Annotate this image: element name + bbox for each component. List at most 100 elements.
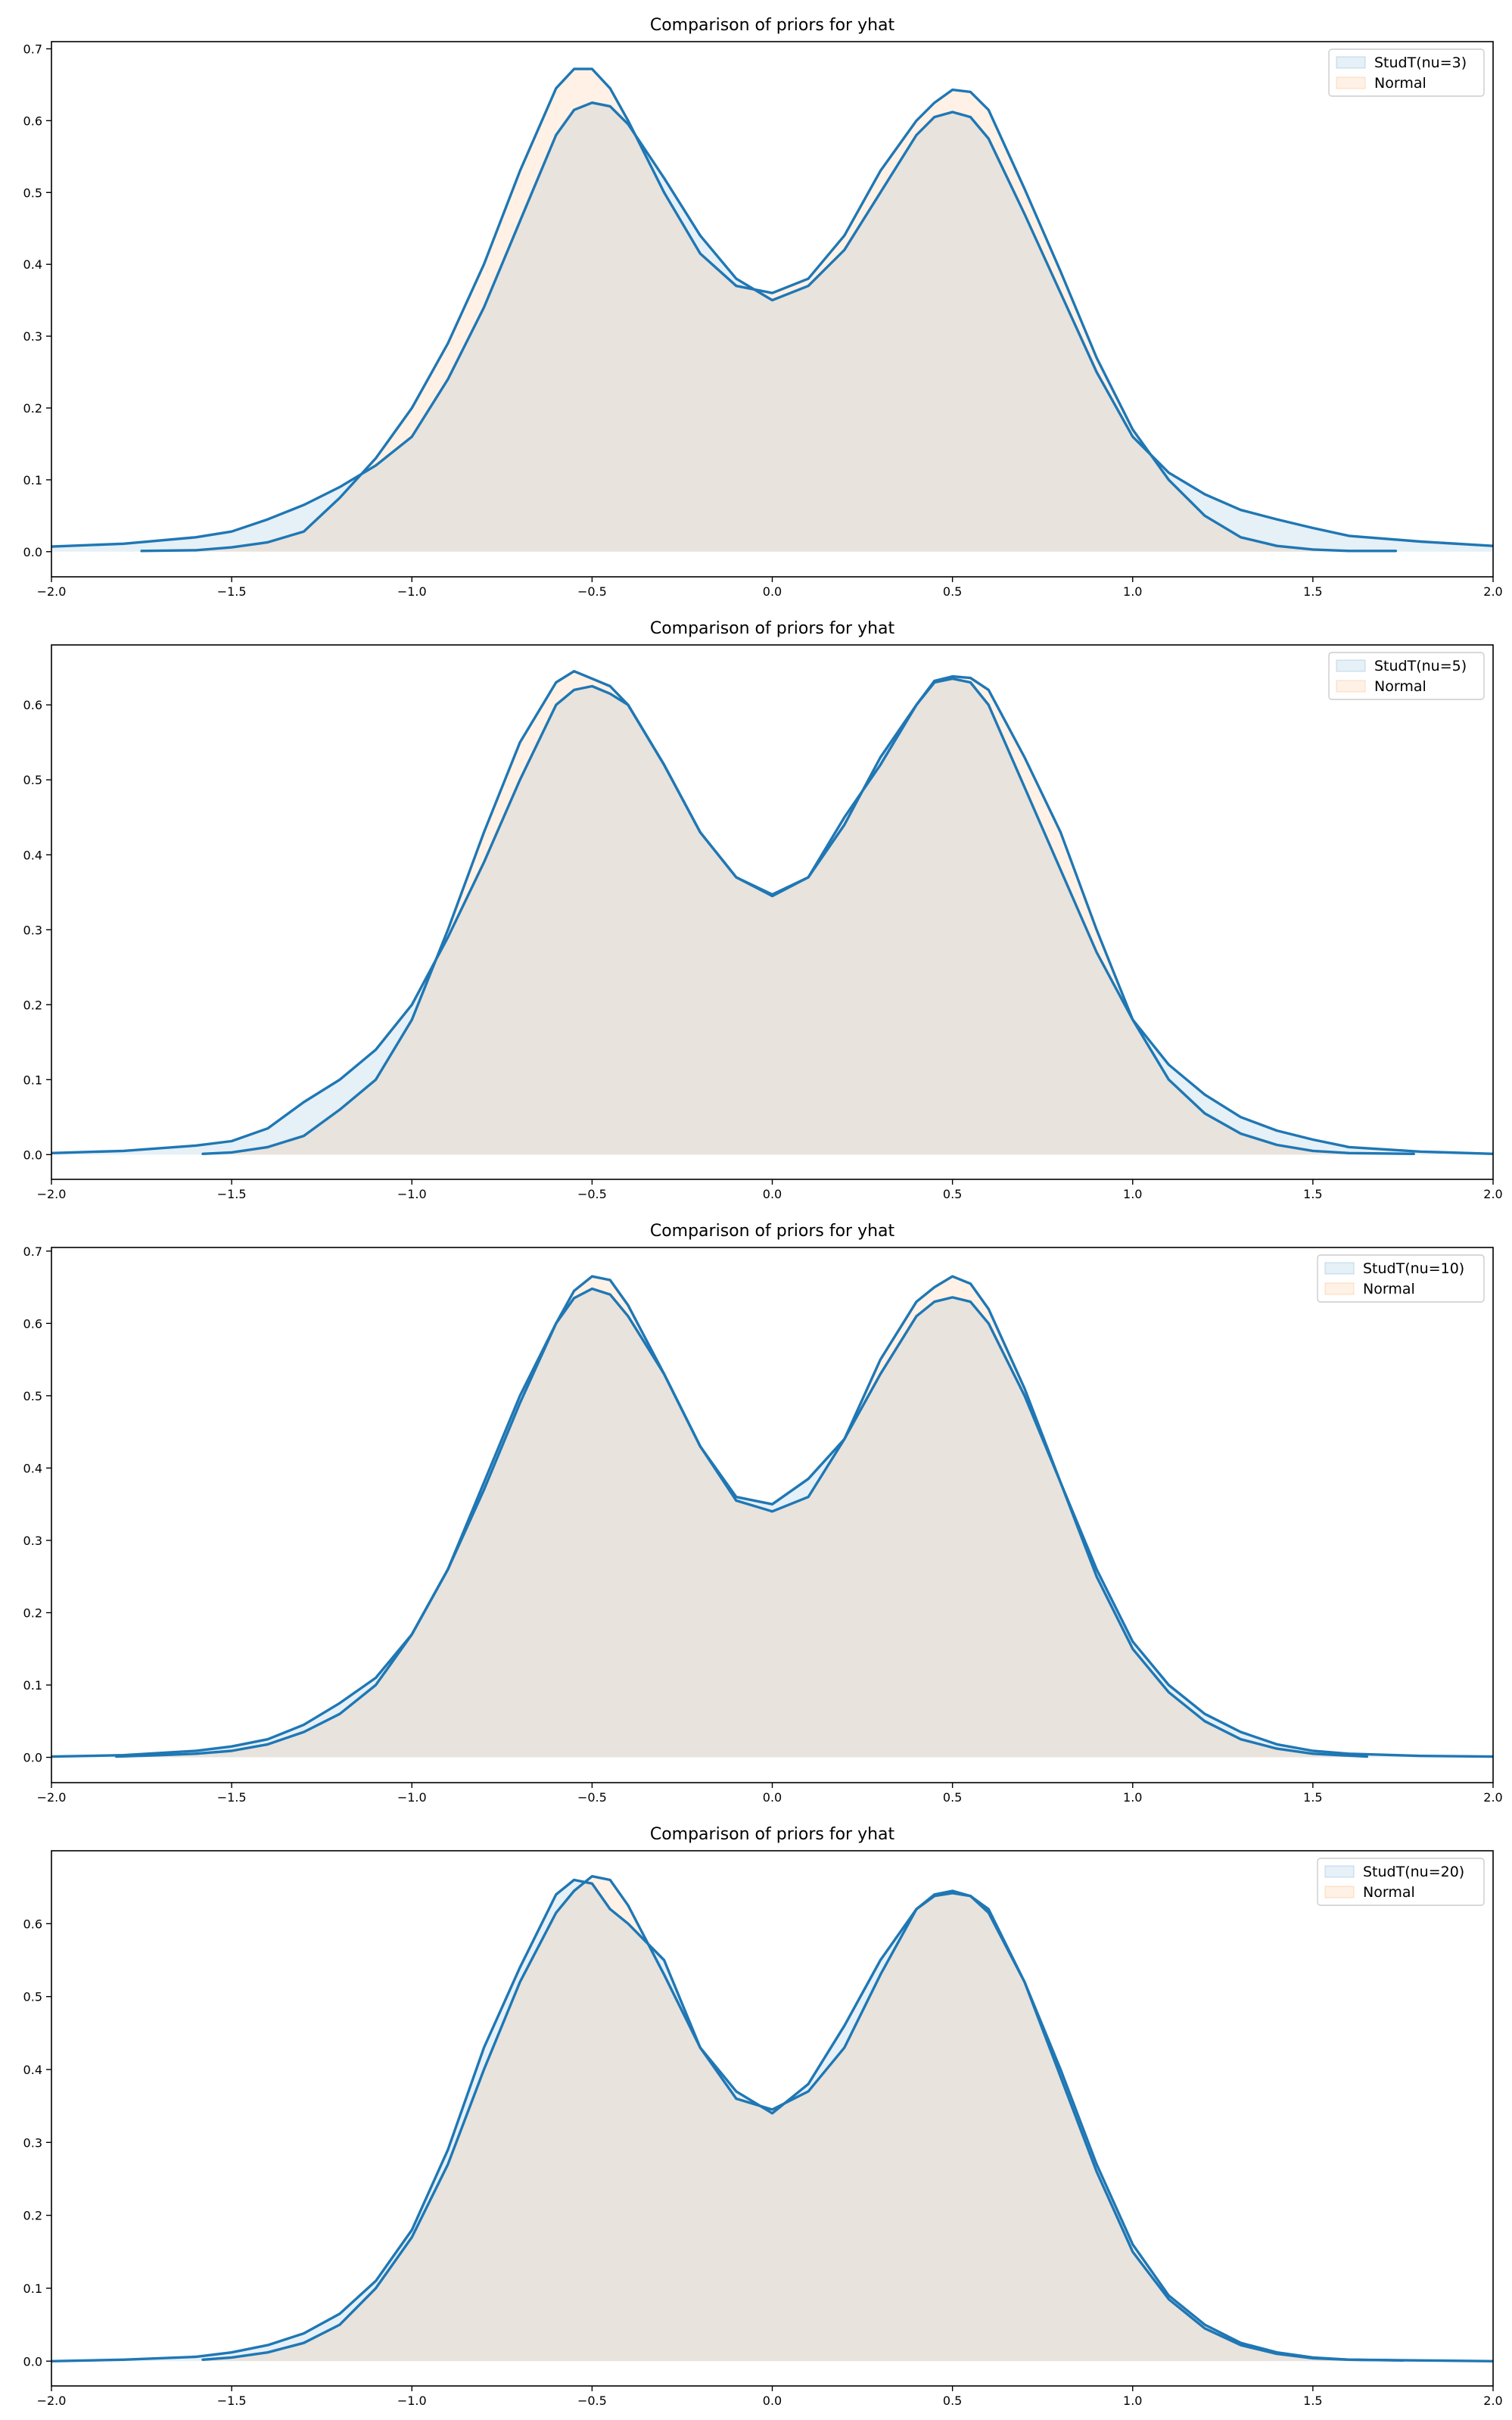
y-tick-label: 0.1 (23, 1073, 42, 1087)
x-tick-label: −1.0 (397, 1790, 427, 1805)
y-tick-label: 0.0 (23, 2354, 42, 2369)
plot-area (51, 1874, 1493, 2363)
x-tick-label: 0.5 (943, 584, 962, 599)
x-tick-label: 1.0 (1123, 584, 1142, 599)
x-tick-label: 0.0 (763, 1187, 782, 1201)
legend-label: Normal (1363, 1281, 1415, 1297)
legend: StudT(nu=10) Normal (1317, 1254, 1485, 1303)
x-tick-label: 0.5 (943, 2394, 962, 2408)
y-tick-label: 0.1 (23, 473, 42, 487)
y-tick-label: 0.6 (23, 698, 42, 712)
x-tick-label: −1.5 (217, 584, 247, 599)
y-tick-label: 0.5 (23, 773, 42, 787)
y-tick-label: 0.2 (23, 401, 42, 416)
legend-swatch (1336, 680, 1366, 693)
normal-density-line (114, 1275, 1369, 1758)
legend-swatch (1324, 1262, 1355, 1275)
legend: StudT(nu=20) Normal (1317, 1858, 1485, 1906)
chart-panel-2: −2.0 −1.5 −1.0 −0.5 0.0 0.5 1.0 1.5 2.0 0.0 0.1 0.2… (23, 619, 1503, 1201)
x-tick-label: 0.5 (943, 1187, 962, 1201)
legend-swatch (1336, 76, 1366, 89)
legend-swatch (1324, 1282, 1355, 1295)
x-tick-label: 2.0 (1483, 1187, 1502, 1201)
y-tick-label: 0.4 (23, 2063, 42, 2077)
chart-title: Comparison of priors for yhat (650, 1222, 895, 1241)
x-tick-label: −2.0 (37, 1790, 67, 1805)
normal-density-fill (203, 1876, 1403, 2362)
y-tick-label: 0.1 (23, 1678, 42, 1693)
legend-swatch (1324, 1865, 1355, 1878)
normal-density-line (140, 67, 1398, 553)
legend-label: Normal (1374, 678, 1426, 695)
y-tick-label: 0.4 (23, 848, 42, 862)
x-tick-label: −0.5 (577, 584, 607, 599)
y-tick-label: 0.7 (23, 1244, 42, 1259)
x-tick-label: 1.5 (1303, 1187, 1322, 1201)
normal-density-line (201, 1874, 1405, 2362)
x-tick-label: 0.0 (763, 584, 782, 599)
x-tick-label: 1.0 (1123, 2394, 1142, 2408)
studt-density-fill (51, 102, 1493, 552)
studt-density-line (51, 677, 1493, 1156)
legend-swatch (1336, 659, 1366, 672)
x-tick-label: −2.0 (37, 584, 67, 599)
y-tick-label: 0.2 (23, 1606, 42, 1620)
legend-box (1317, 1858, 1485, 1906)
x-tick-label: 2.0 (1483, 584, 1502, 599)
y-tick-label: 0.3 (23, 1534, 42, 1548)
x-tick-label: 1.5 (1303, 584, 1322, 599)
x-tick-label: −0.5 (577, 2394, 607, 2408)
legend: StudT(nu=3) Normal (1328, 48, 1485, 97)
chart-title: Comparison of priors for yhat (650, 1825, 895, 1844)
y-tick-label: 0.3 (23, 2135, 42, 2150)
chart-title: Comparison of priors for yhat (650, 619, 895, 638)
y-tick-label: 0.5 (23, 185, 42, 200)
x-tick-label: 1.0 (1123, 1187, 1142, 1201)
normal-density-line (201, 670, 1415, 1156)
x-tick-label: −1.0 (397, 584, 427, 599)
x-tick-label: −0.5 (577, 1790, 607, 1805)
y-tick-label: 0.4 (23, 1461, 42, 1475)
x-tick-label: 1.5 (1303, 1790, 1322, 1805)
y-tick-label: 0.1 (23, 2281, 42, 2296)
x-tick-label: −1.5 (217, 1187, 247, 1201)
x-tick-label: −1.5 (217, 1790, 247, 1805)
chart-panel-1: −2.0 −1.5 −1.0 −0.5 0.0 0.5 1.0 1.5 2.0 0.0 0.1 0.2… (23, 16, 1503, 599)
studt-density-line (51, 1878, 1493, 2363)
x-tick-label: 2.0 (1483, 2394, 1502, 2408)
legend-box (1317, 1254, 1485, 1303)
x-tick-label: −1.5 (217, 2394, 247, 2408)
y-tick-label: 0.2 (23, 2209, 42, 2223)
chart-panel-3: −2.0 −1.5 −1.0 −0.5 0.0 0.5 1.0 1.5 2.0 0.0 0.1 0.2… (23, 1222, 1503, 1805)
y-tick-label: 0.2 (23, 998, 42, 1012)
x-tick-label: −1.0 (397, 1187, 427, 1201)
legend-swatch (1336, 56, 1366, 69)
y-tick-label: 0.4 (23, 257, 42, 272)
legend-box (1328, 48, 1485, 97)
legend-label: StudT(nu=10) (1363, 1260, 1464, 1277)
y-tick-label: 0.0 (23, 1751, 42, 1765)
studt-density-fill (51, 1880, 1493, 2362)
studt-density-fill (51, 1288, 1493, 1758)
legend-label: StudT(nu=3) (1374, 55, 1467, 71)
legend-box (1328, 652, 1485, 700)
x-tick-label: −2.0 (37, 2394, 67, 2408)
normal-density-fill (116, 1276, 1367, 1758)
x-tick-label: 0.0 (763, 1790, 782, 1805)
y-tick-label: 0.5 (23, 1990, 42, 2004)
legend-label: Normal (1374, 75, 1426, 92)
y-tick-label: 0.6 (23, 114, 42, 128)
normal-density-fill (142, 69, 1396, 552)
y-tick-label: 0.6 (23, 1316, 42, 1331)
y-tick-label: 0.5 (23, 1389, 42, 1403)
legend-label: StudT(nu=5) (1374, 658, 1467, 674)
legend-swatch (1324, 1886, 1355, 1898)
plot-area (51, 1275, 1493, 1758)
chart-panel-4: −2.0 −1.5 −1.0 −0.5 0.0 0.5 1.0 1.5 2.0 0.0 0.1 0.2… (23, 1825, 1503, 2408)
x-tick-label: 0.0 (763, 2394, 782, 2408)
normal-density-fill (203, 671, 1414, 1155)
y-tick-label: 0.6 (23, 1917, 42, 1931)
x-tick-label: 1.5 (1303, 2394, 1322, 2408)
studt-density-fill (51, 678, 1493, 1155)
